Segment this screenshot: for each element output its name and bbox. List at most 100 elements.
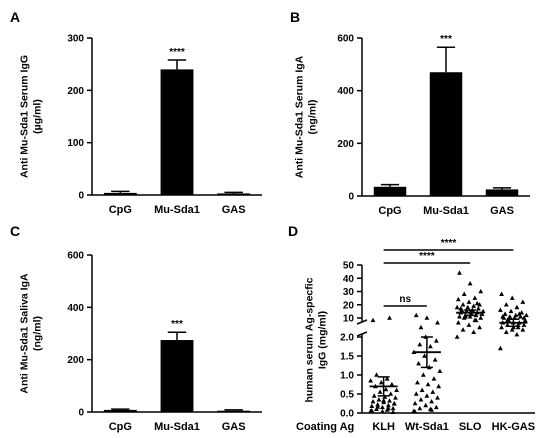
- data-point: [502, 311, 508, 316]
- data-point: [522, 317, 528, 323]
- data-point: [435, 320, 440, 325]
- data-point: [466, 299, 472, 304]
- data-point: [422, 353, 427, 358]
- y-tick-label: 0.5: [340, 390, 354, 401]
- y-tick-label: 600: [67, 251, 84, 262]
- data-point: [385, 405, 391, 411]
- y-tick-label: 1.0: [340, 371, 354, 382]
- axis-break-mark: [356, 319, 368, 325]
- data-point: [478, 288, 484, 294]
- data-point: [477, 324, 482, 330]
- y-axis-title-line-2: IgG (mg/ml): [317, 311, 329, 369]
- y-axis-title: Anti Mu-Sda1 Serum IgA (ng/ml): [294, 55, 319, 178]
- data-point: [466, 322, 472, 327]
- data-point: [430, 389, 436, 394]
- y-tick-label: 300: [67, 34, 84, 45]
- data-point: [383, 386, 389, 392]
- y-tick-label: 0.0: [340, 409, 354, 420]
- data-point: [503, 302, 509, 307]
- data-point: [472, 295, 478, 300]
- data-point: [433, 404, 439, 410]
- data-point: [454, 334, 460, 339]
- y-axis-title: Anti Mu-Sda1 Saliva IgA (ng/ml): [19, 273, 44, 394]
- panel-d: D 0.0 0.5 1.0 1.5 2.0 10 20 30 40 50 human serum Ag…: [288, 223, 535, 433]
- y-tick-label: 100: [67, 138, 84, 149]
- data-point: [461, 291, 467, 296]
- bar-cpg: [103, 192, 137, 195]
- y-axis-title-line-1: Anti Mu-Sda1 Serum IgA: [294, 55, 306, 178]
- y-tick-label: 400: [67, 303, 84, 314]
- category-label: SLO: [459, 421, 482, 433]
- y-tick-label: 50: [343, 261, 355, 272]
- data-point: [474, 300, 480, 306]
- category-label: Mu-Sda1: [154, 204, 200, 216]
- y-tick-label: 600: [337, 34, 354, 45]
- category-label: KLH: [372, 421, 395, 433]
- bar-gas: [485, 189, 519, 196]
- data-point: [462, 314, 468, 319]
- data-point: [378, 380, 384, 385]
- y-axis-title-line-2: (µg/ml): [32, 99, 44, 134]
- data-point: [521, 315, 527, 320]
- y-tick-label: 1.5: [340, 352, 354, 363]
- data-point: [413, 312, 419, 318]
- data-point: [375, 402, 381, 407]
- data-point: [370, 399, 376, 404]
- data-point: [417, 405, 423, 411]
- data-point: [519, 310, 525, 315]
- y-tick-label: 2.0: [340, 333, 354, 344]
- y-tick-label: 0: [348, 192, 354, 203]
- data-point: [497, 307, 503, 312]
- y-tick-label: 400: [337, 86, 354, 97]
- data-point: [388, 391, 394, 396]
- data-point: [429, 399, 435, 404]
- y-axis-title-line-1: human serum Ag-specfic: [304, 277, 316, 402]
- data-point: [384, 376, 390, 381]
- data-point: [460, 302, 466, 307]
- data-point: [518, 314, 523, 319]
- y-tick-label: 200: [337, 139, 354, 150]
- data-point: [390, 409, 396, 415]
- data-point: [390, 405, 396, 411]
- category-label: GAS: [222, 204, 246, 216]
- data-point: [454, 304, 460, 310]
- y-axis-title-line-1: Anti Mu-Sda1 Saliva IgA: [19, 273, 31, 394]
- data-point: [521, 322, 527, 327]
- bar-mu-sda1: [160, 340, 194, 412]
- data-point: [428, 343, 433, 349]
- data-point: [500, 314, 506, 319]
- data-point: [471, 303, 477, 308]
- panel-letter-d: D: [288, 223, 298, 239]
- data-point: [467, 314, 473, 319]
- panel-c: C 0 200 400 600 Anti Mu-Sda1 Saliva IgA (ng/ml…: [10, 223, 262, 433]
- data-point: [381, 397, 387, 403]
- significance-label: ***: [440, 34, 452, 45]
- data-point: [420, 372, 426, 377]
- data-point: [499, 291, 504, 296]
- category-label: HK-GAS: [492, 421, 535, 433]
- comparison-label: ns: [399, 294, 411, 305]
- category-label: CpG: [378, 205, 401, 217]
- panel-letter-c: C: [10, 223, 20, 239]
- data-point: [520, 327, 526, 332]
- data-point: [457, 314, 462, 319]
- bar-cpg: [373, 186, 407, 196]
- data-point: [507, 314, 513, 319]
- significance-label: ***: [171, 319, 183, 330]
- data-point: [375, 404, 381, 409]
- category-label: CpG: [109, 421, 132, 433]
- y-tick-label: 40: [343, 274, 355, 285]
- data-point: [418, 324, 424, 330]
- data-point: [478, 315, 484, 320]
- data-point: [416, 361, 422, 366]
- bar-cpg: [103, 409, 137, 412]
- data-point: [467, 280, 473, 286]
- data-point: [387, 398, 392, 403]
- data-point: [460, 327, 466, 332]
- data-point: [465, 304, 471, 310]
- bar-gas: [217, 193, 251, 195]
- data-point: [509, 295, 515, 300]
- data-point: [385, 402, 391, 408]
- data-point: [436, 383, 442, 389]
- data-point: [499, 324, 504, 330]
